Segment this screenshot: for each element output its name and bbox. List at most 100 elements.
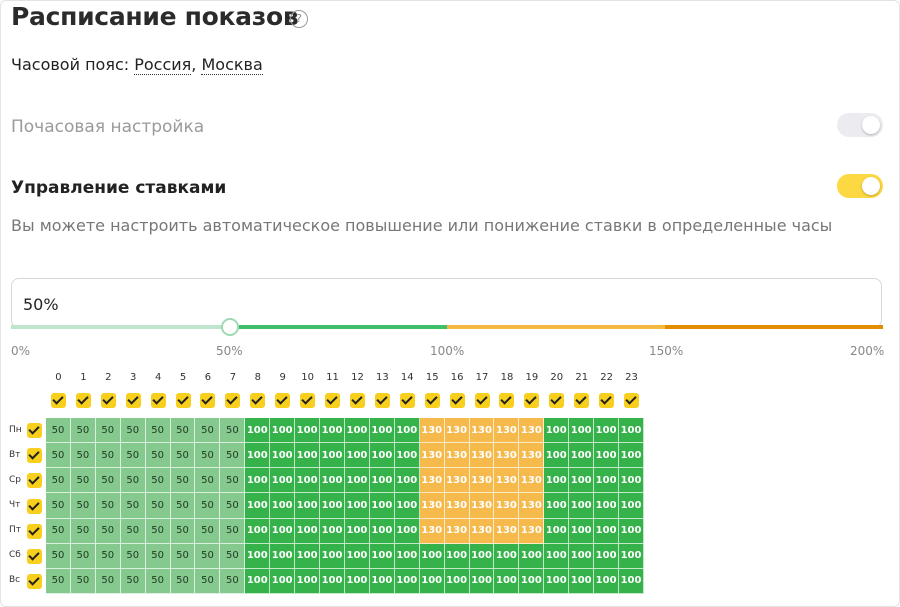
schedule-cell[interactable]: 100 <box>619 418 644 444</box>
schedule-cell[interactable]: 100 <box>369 468 395 494</box>
bid-management-toggle[interactable] <box>837 174 883 198</box>
schedule-cell[interactable]: 100 <box>594 543 620 569</box>
schedule-cell[interactable]: 50 <box>120 493 146 519</box>
schedule-cell[interactable]: 50 <box>46 518 71 544</box>
schedule-cell[interactable]: 100 <box>270 468 296 494</box>
day-checkbox[interactable] <box>27 498 42 514</box>
day-checkbox[interactable] <box>27 448 42 464</box>
schedule-cell[interactable]: 50 <box>195 518 221 544</box>
schedule-cell[interactable]: 100 <box>270 518 296 544</box>
schedule-cell[interactable]: 100 <box>569 418 595 444</box>
schedule-cell[interactable]: 100 <box>270 443 296 469</box>
schedule-cell[interactable]: 50 <box>220 418 246 444</box>
schedule-cell[interactable]: 50 <box>195 418 221 444</box>
schedule-cell[interactable]: 100 <box>369 568 395 594</box>
schedule-cell[interactable]: 50 <box>145 468 171 494</box>
schedule-cell[interactable]: 50 <box>70 443 96 469</box>
schedule-cell[interactable]: 130 <box>419 443 445 469</box>
schedule-cell[interactable]: 100 <box>394 493 420 519</box>
schedule-cell[interactable]: 100 <box>369 418 395 444</box>
schedule-cell[interactable]: 130 <box>494 468 520 494</box>
schedule-cell[interactable]: 50 <box>46 493 71 519</box>
schedule-cell[interactable]: 100 <box>295 518 321 544</box>
schedule-cell[interactable]: 100 <box>519 568 545 594</box>
schedule-cell[interactable]: 100 <box>369 518 395 544</box>
schedule-cell[interactable]: 50 <box>120 418 146 444</box>
schedule-cell[interactable]: 100 <box>569 543 595 569</box>
schedule-cell[interactable]: 100 <box>569 468 595 494</box>
schedule-cell[interactable]: 130 <box>444 518 470 544</box>
schedule-cell[interactable]: 100 <box>245 543 271 569</box>
schedule-cell[interactable]: 100 <box>519 543 545 569</box>
schedule-cell[interactable]: 100 <box>344 468 370 494</box>
schedule-cell[interactable]: 50 <box>170 568 196 594</box>
schedule-cell[interactable]: 100 <box>569 518 595 544</box>
slider-track-high[interactable] <box>447 325 665 329</box>
schedule-cell[interactable]: 100 <box>469 543 495 569</box>
schedule-cell[interactable]: 50 <box>120 443 146 469</box>
slider-track-normal[interactable] <box>229 325 447 329</box>
schedule-cell[interactable]: 50 <box>170 468 196 494</box>
schedule-cell[interactable]: 130 <box>519 518 545 544</box>
schedule-cell[interactable]: 100 <box>245 493 271 519</box>
bid-percent-input[interactable]: 50% <box>11 278 882 328</box>
schedule-cell[interactable]: 100 <box>320 443 345 469</box>
hour-checkbox[interactable] <box>225 393 241 408</box>
schedule-cell[interactable]: 100 <box>270 543 296 569</box>
hour-checkbox[interactable] <box>125 393 141 408</box>
schedule-cell[interactable]: 100 <box>394 443 420 469</box>
hour-checkbox[interactable] <box>599 393 615 408</box>
schedule-cell[interactable]: 50 <box>145 418 171 444</box>
schedule-cell[interactable]: 50 <box>120 568 146 594</box>
schedule-cell[interactable]: 100 <box>369 543 395 569</box>
schedule-cell[interactable]: 50 <box>70 493 96 519</box>
schedule-cell[interactable]: 50 <box>170 443 196 469</box>
schedule-cell[interactable]: 130 <box>494 493 520 519</box>
schedule-cell[interactable]: 50 <box>220 543 246 569</box>
schedule-cell[interactable]: 50 <box>220 468 246 494</box>
hour-checkbox[interactable] <box>424 393 440 408</box>
schedule-cell[interactable]: 100 <box>320 518 345 544</box>
schedule-cell[interactable]: 100 <box>295 443 321 469</box>
schedule-cell[interactable]: 130 <box>519 443 545 469</box>
timezone-city-link[interactable]: Москва <box>201 55 263 75</box>
hour-checkbox[interactable] <box>499 393 515 408</box>
schedule-cell[interactable]: 100 <box>569 493 595 519</box>
schedule-cell[interactable]: 100 <box>544 443 570 469</box>
schedule-cell[interactable]: 50 <box>170 543 196 569</box>
schedule-cell[interactable]: 100 <box>344 568 370 594</box>
schedule-cell[interactable]: 100 <box>619 443 644 469</box>
schedule-cell[interactable]: 100 <box>444 543 470 569</box>
schedule-cell[interactable]: 100 <box>344 493 370 519</box>
schedule-cell[interactable]: 50 <box>170 418 196 444</box>
schedule-cell[interactable]: 50 <box>46 443 71 469</box>
schedule-cell[interactable]: 50 <box>70 568 96 594</box>
schedule-cell[interactable]: 130 <box>494 418 520 444</box>
schedule-cell[interactable]: 130 <box>444 493 470 519</box>
schedule-cell[interactable]: 130 <box>519 493 545 519</box>
hour-checkbox[interactable] <box>624 393 640 408</box>
schedule-cell[interactable]: 100 <box>394 543 420 569</box>
hour-checkbox[interactable] <box>150 393 166 408</box>
schedule-cell[interactable]: 100 <box>369 443 395 469</box>
schedule-cell[interactable]: 50 <box>220 493 246 519</box>
schedule-cell[interactable]: 50 <box>220 568 246 594</box>
schedule-cell[interactable]: 100 <box>320 468 345 494</box>
schedule-cell[interactable]: 130 <box>419 493 445 519</box>
hour-checkbox[interactable] <box>524 393 540 408</box>
schedule-cell[interactable]: 100 <box>245 518 271 544</box>
schedule-cell[interactable]: 100 <box>594 418 620 444</box>
schedule-cell[interactable]: 50 <box>220 443 246 469</box>
schedule-cell[interactable]: 130 <box>419 418 445 444</box>
schedule-cell[interactable]: 50 <box>170 518 196 544</box>
day-checkbox[interactable] <box>27 548 42 564</box>
timezone-country-link[interactable]: Россия <box>134 55 192 75</box>
schedule-cell[interactable]: 100 <box>619 493 644 519</box>
schedule-cell[interactable]: 100 <box>320 543 345 569</box>
schedule-cell[interactable]: 100 <box>619 568 644 594</box>
hour-checkbox[interactable] <box>300 393 316 408</box>
schedule-cell[interactable]: 50 <box>195 568 221 594</box>
schedule-cell[interactable]: 50 <box>145 543 171 569</box>
schedule-cell[interactable]: 50 <box>95 568 121 594</box>
schedule-cell[interactable]: 50 <box>95 443 121 469</box>
